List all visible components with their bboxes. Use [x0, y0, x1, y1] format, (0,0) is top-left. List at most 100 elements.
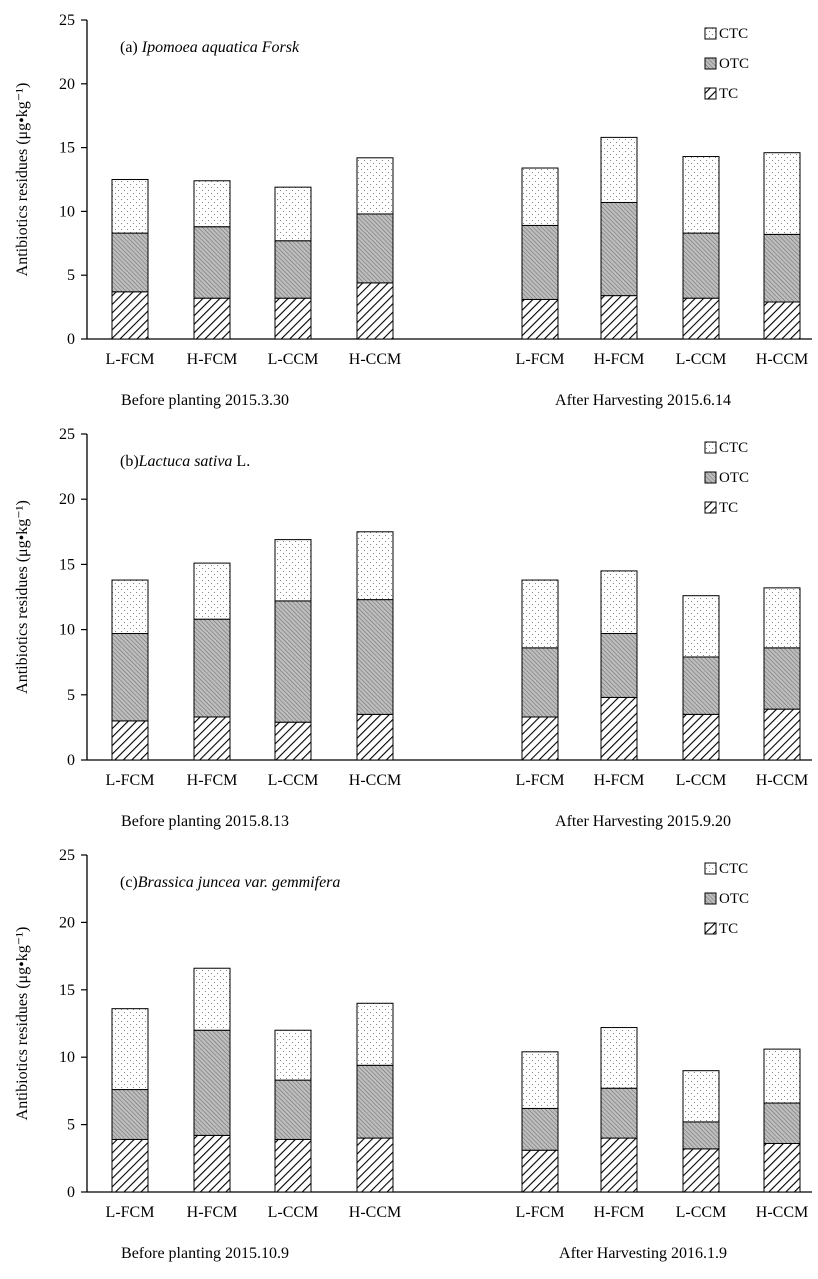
y-tick-label: 5 — [67, 1117, 75, 1134]
bar-ctc — [600, 136, 638, 203]
bar-otc — [682, 656, 720, 715]
chart-panel-3: 0 5 10 15 20 25 Antibiotics residues (μg•kg⁻¹)… — [14, 847, 812, 1262]
y-tick-label: 15 — [59, 140, 75, 157]
bar-otc — [682, 232, 720, 299]
bar-otc — [274, 240, 312, 299]
bar-ctc — [193, 967, 231, 1031]
bar-tc — [356, 1137, 394, 1193]
bar-tc — [356, 282, 394, 340]
bar-tc — [111, 720, 149, 761]
x-category-label: H-CCM — [756, 772, 808, 789]
x-category-label: L-FCM — [106, 772, 155, 789]
y-tick-label: 0 — [67, 331, 75, 348]
legend-swatch-ctc — [704, 27, 717, 40]
y-tick-label: 20 — [59, 491, 75, 508]
bar-tc — [521, 1149, 559, 1193]
bar-otc — [521, 1107, 559, 1151]
bar-otc — [521, 647, 559, 718]
bar-ctc — [521, 579, 559, 649]
x-category-label: H-FCM — [187, 772, 238, 789]
bar-otc — [356, 599, 394, 715]
legend-swatch-tc — [704, 501, 717, 514]
bar-otc — [763, 1102, 801, 1144]
bar-ctc — [111, 579, 149, 635]
legend-label: OTC — [719, 56, 749, 72]
legend-swatch-tc — [704, 922, 717, 935]
bar-tc — [193, 297, 231, 340]
bar-tc — [600, 696, 638, 761]
bar-tc — [600, 1137, 638, 1193]
x-category-label: H-FCM — [187, 351, 238, 368]
bar-ctc — [682, 595, 720, 658]
group-label: Before planting 2015.10.9 — [121, 1245, 289, 1262]
bar-otc — [763, 647, 801, 710]
bar-tc — [600, 295, 638, 340]
x-category-label: H-FCM — [187, 1204, 238, 1221]
legend-label: CTC — [719, 440, 748, 456]
group-label: After Harvesting 2015.6.14 — [555, 392, 731, 409]
x-category-label: H-CCM — [756, 351, 808, 368]
bar-otc — [763, 233, 801, 303]
bar-otc — [193, 1029, 231, 1136]
bar-ctc — [763, 587, 801, 649]
group-label: Before planting 2015.3.30 — [121, 392, 289, 409]
bar-tc — [682, 713, 720, 761]
bar-ctc — [274, 186, 312, 242]
x-category-label: L-CCM — [268, 772, 319, 789]
x-category-label: L-FCM — [516, 772, 565, 789]
legend-label: CTC — [719, 26, 748, 42]
bar-ctc — [682, 1070, 720, 1123]
bar-tc — [111, 291, 149, 340]
legend-swatch-otc — [704, 471, 717, 484]
panel-title: (b)Lactuca sativa L. — [120, 453, 250, 470]
bar-tc — [274, 297, 312, 340]
bar-tc — [274, 721, 312, 761]
y-tick-label: 5 — [67, 267, 75, 284]
bar-tc — [763, 708, 801, 761]
bar-ctc — [356, 157, 394, 215]
x-category-label: H-FCM — [594, 1204, 645, 1221]
y-tick-label: 25 — [59, 12, 75, 29]
x-category-label: L-CCM — [268, 351, 319, 368]
panel-title: (a) Ipomoea aquatica Forsk — [120, 39, 300, 56]
bar-tc — [111, 1138, 149, 1193]
x-category-label: H-CCM — [349, 1204, 401, 1221]
bar-tc — [521, 298, 559, 340]
bar-ctc — [600, 1027, 638, 1089]
x-category-label: L-FCM — [516, 1204, 565, 1221]
x-category-label: L-CCM — [676, 772, 727, 789]
legend-label: CTC — [719, 861, 748, 877]
y-tick-label: 15 — [59, 982, 75, 999]
y-tick-label: 0 — [67, 1184, 75, 1201]
bar-ctc — [193, 180, 231, 228]
group-label: After Harvesting 2016.1.9 — [559, 1245, 727, 1262]
bar-otc — [111, 1089, 149, 1140]
x-category-label: L-CCM — [268, 1204, 319, 1221]
panel-title: (c)Brassica juncea var. gemmifera — [120, 874, 340, 891]
y-tick-label: 10 — [59, 1049, 75, 1066]
bar-ctc — [682, 156, 720, 234]
bar-ctc — [521, 1051, 559, 1109]
bar-otc — [600, 201, 638, 297]
bar-tc — [763, 1142, 801, 1193]
bar-ctc — [356, 1002, 394, 1066]
bar-otc — [682, 1121, 720, 1150]
y-tick-label: 20 — [59, 76, 75, 93]
legend-swatch-otc — [704, 57, 717, 70]
bar-tc — [763, 301, 801, 340]
x-category-label: H-FCM — [594, 772, 645, 789]
bar-ctc — [193, 562, 231, 620]
bar-ctc — [111, 1008, 149, 1091]
y-tick-label: 10 — [59, 203, 75, 220]
x-category-label: H-CCM — [349, 772, 401, 789]
bar-otc — [111, 232, 149, 293]
bar-otc — [600, 633, 638, 698]
legend-label: OTC — [719, 470, 749, 486]
bar-tc — [193, 1134, 231, 1193]
bar-tc — [193, 716, 231, 761]
bar-tc — [682, 297, 720, 340]
bar-tc — [682, 1148, 720, 1193]
legend-swatch-otc — [704, 892, 717, 905]
bar-ctc — [274, 1029, 312, 1081]
